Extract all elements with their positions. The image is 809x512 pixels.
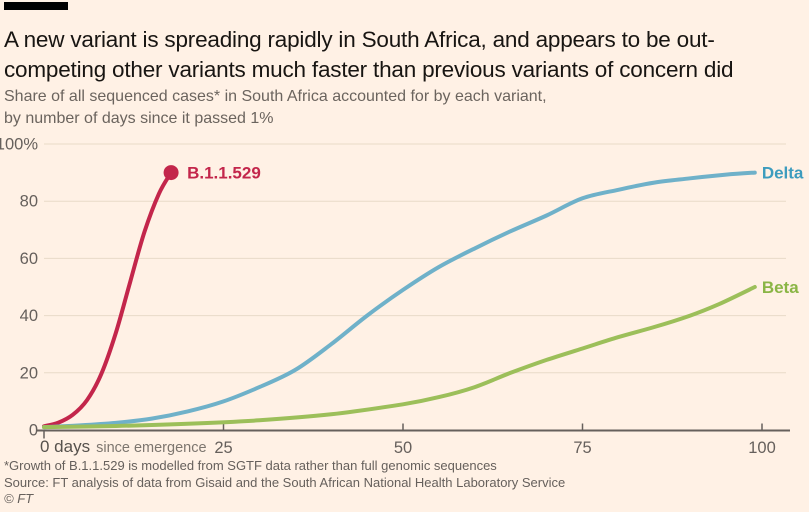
title-line-1: A new variant is spreading rapidly in So…: [4, 27, 715, 52]
y-tick-label-40: 40: [20, 307, 38, 325]
y-tick-label-60: 60: [20, 250, 38, 268]
y-tick-label-20: 20: [20, 364, 38, 382]
chart-footer: *Growth of B.1.1.529 is modelled from SG…: [4, 458, 804, 508]
x-tick-label-100: 100: [748, 439, 776, 457]
series-line-delta: [42, 170, 757, 430]
x-axis-caption: 0 days since emergence: [40, 437, 207, 457]
series-line-beta: [42, 285, 757, 430]
subtitle-line-1: Share of all sequenced cases* in South A…: [4, 88, 547, 105]
chart-subtitle: Share of all sequenced cases* in South A…: [4, 86, 784, 130]
x-axis-caption-value: 0 days: [40, 437, 91, 456]
footnote: *Growth of B.1.1.529 is modelled from SG…: [4, 458, 497, 473]
y-tick-label-100: 100%: [0, 136, 38, 154]
x-tick-label-25: 25: [214, 439, 232, 457]
ft-top-rule: [4, 2, 68, 10]
series-label-beta: Beta: [762, 278, 799, 297]
series-label-delta: Delta: [762, 164, 804, 183]
copyright: © FT: [4, 491, 34, 506]
x-axis-caption-suffix: since emergence: [96, 440, 207, 456]
page-title: A new variant is spreading rapidly in So…: [4, 25, 809, 85]
series-label-b-1-1-529: B.1.1.529: [187, 164, 261, 183]
x-tick-label-50: 50: [394, 439, 412, 457]
y-tick-label-80: 80: [20, 193, 38, 211]
series-end-dot-b-1-1-529: [163, 165, 179, 181]
subtitle-line-2: by number of days since it passed 1%: [4, 110, 274, 127]
y-tick-label-0: 0: [29, 422, 38, 440]
series-line-b-1-1-529: [42, 170, 174, 429]
source-line: Source: FT analysis of data from Gisaid …: [4, 474, 566, 490]
x-tick-label-75: 75: [573, 439, 591, 457]
title-line-2: competing other variants much faster tha…: [4, 57, 734, 82]
